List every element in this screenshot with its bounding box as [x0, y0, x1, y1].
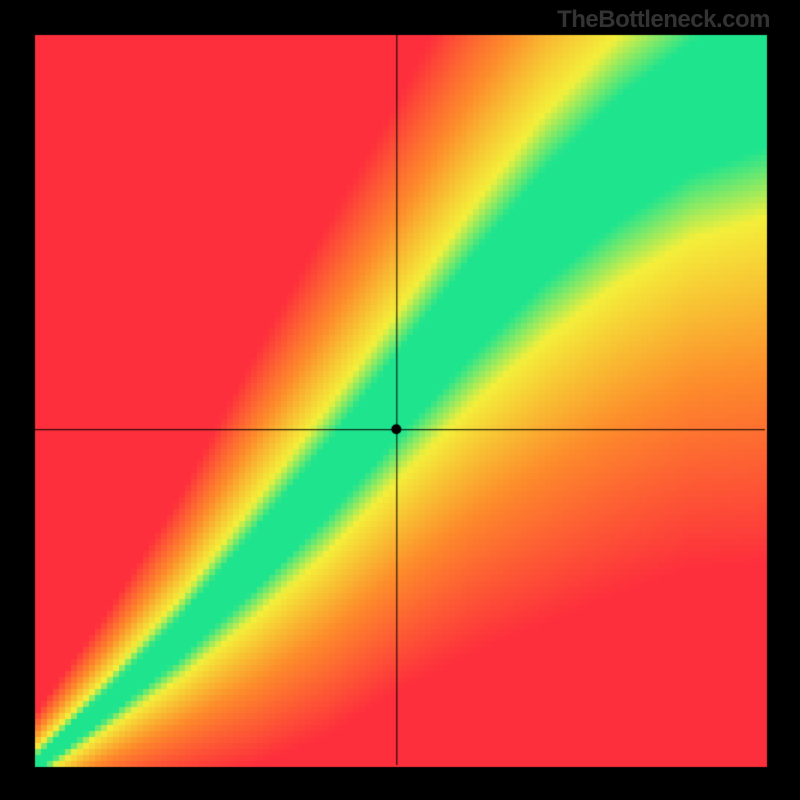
chart-container: TheBottleneck.com	[0, 0, 800, 800]
bottleneck-heatmap	[0, 0, 800, 800]
watermark-text: TheBottleneck.com	[557, 6, 770, 34]
